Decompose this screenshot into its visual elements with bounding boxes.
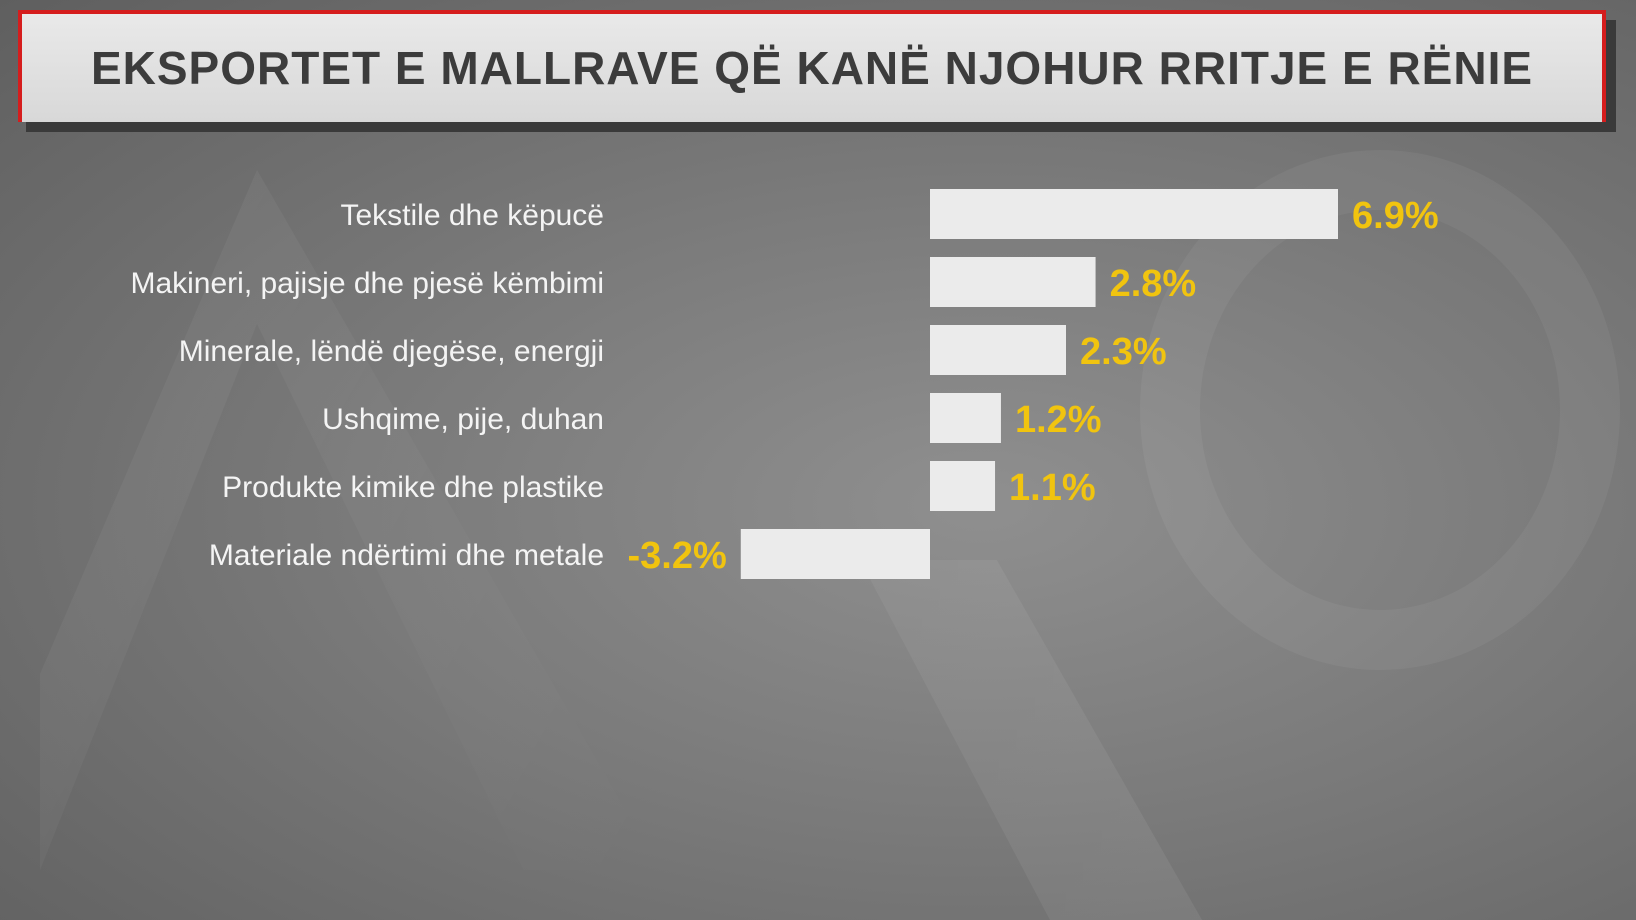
value-label: 6.9% <box>1352 195 1439 237</box>
value-label: -3.2% <box>628 535 727 577</box>
category-label: Minerale, lëndë djegëse, energji <box>179 335 604 368</box>
bar <box>930 257 1096 307</box>
bar <box>930 325 1066 375</box>
bar <box>930 393 1001 443</box>
category-label: Ushqime, pije, duhan <box>322 403 604 436</box>
category-label: Makineri, pajisje dhe pjesë këmbimi <box>130 267 604 300</box>
value-label: 2.8% <box>1110 263 1197 305</box>
title-banner: EKSPORTET E MALLRAVE QË KANË NJOHUR RRIT… <box>18 10 1606 122</box>
value-label: 1.1% <box>1009 467 1096 509</box>
category-label: Produkte kimike dhe plastike <box>222 471 604 504</box>
category-label: Tekstile dhe këpucë <box>341 199 605 232</box>
bar <box>930 189 1338 239</box>
category-label: Materiale ndërtimi dhe metale <box>209 539 604 572</box>
value-label: 1.2% <box>1015 399 1102 441</box>
bar <box>740 529 930 579</box>
value-label: 2.3% <box>1080 331 1167 373</box>
bar <box>930 461 996 511</box>
chart-title: EKSPORTET E MALLRAVE QË KANË NJOHUR RRIT… <box>90 42 1534 94</box>
